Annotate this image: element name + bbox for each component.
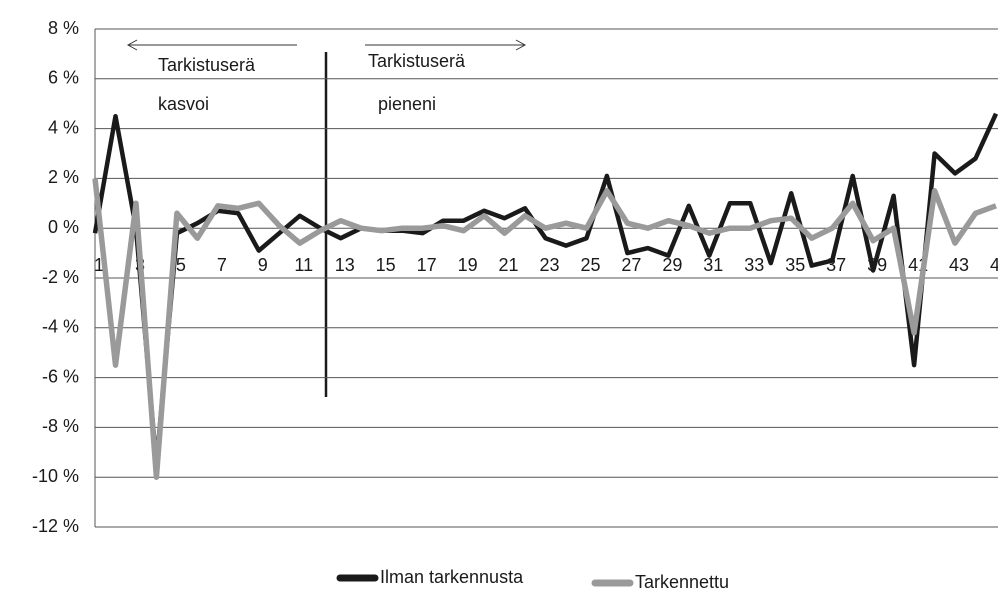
y-tick-label: 2 % xyxy=(48,167,79,187)
x-tick-label: 17 xyxy=(417,255,437,275)
x-tick-label: 25 xyxy=(580,255,600,275)
y-tick-label: 8 % xyxy=(48,18,79,38)
x-tick-label: 5 xyxy=(176,255,186,275)
x-tick-label: 27 xyxy=(621,255,641,275)
y-tick-label: -10 % xyxy=(32,466,79,486)
y-tick-label: 0 % xyxy=(48,217,79,237)
y-tick-label: -8 % xyxy=(42,416,79,436)
x-tick-label: 45 xyxy=(990,255,998,275)
x-tick-label: 13 xyxy=(335,255,355,275)
x-tick-label: 43 xyxy=(949,255,969,275)
x-tick-label: 23 xyxy=(539,255,559,275)
annotation: kasvoi xyxy=(158,94,209,114)
y-tick-label: 4 % xyxy=(48,117,79,137)
x-tick-label: 21 xyxy=(499,255,519,275)
x-tick-label: 9 xyxy=(258,255,268,275)
series-line xyxy=(92,112,998,468)
series-line xyxy=(92,178,997,480)
y-tick-label: -2 % xyxy=(42,267,79,287)
x-tick-label: 33 xyxy=(744,255,764,275)
legend-label: Ilman tarkennusta xyxy=(380,567,524,587)
annotation: pieneni xyxy=(378,94,436,114)
x-tick-label: 1 xyxy=(94,255,104,275)
y-tick-label: -6 % xyxy=(42,366,79,386)
arrow-left xyxy=(126,39,297,51)
arrow-right xyxy=(365,39,527,51)
x-tick-label: 35 xyxy=(785,255,805,275)
x-tick-label: 37 xyxy=(826,255,846,275)
y-tick-label: -4 % xyxy=(42,317,79,337)
annotation: Tarkistuserä xyxy=(368,51,466,71)
x-tick-label: 29 xyxy=(662,255,682,275)
y-tick-label: -12 % xyxy=(32,516,79,536)
x-tick-label: 15 xyxy=(376,255,396,275)
x-tick-label: 7 xyxy=(217,255,227,275)
y-tick-label: 6 % xyxy=(48,68,79,88)
x-tick-label: 11 xyxy=(294,255,313,275)
annotation: Tarkistuserä xyxy=(158,55,256,75)
legend-label: Tarkennettu xyxy=(635,572,729,592)
x-tick-label: 31 xyxy=(703,255,723,275)
x-tick-label: 19 xyxy=(458,255,478,275)
